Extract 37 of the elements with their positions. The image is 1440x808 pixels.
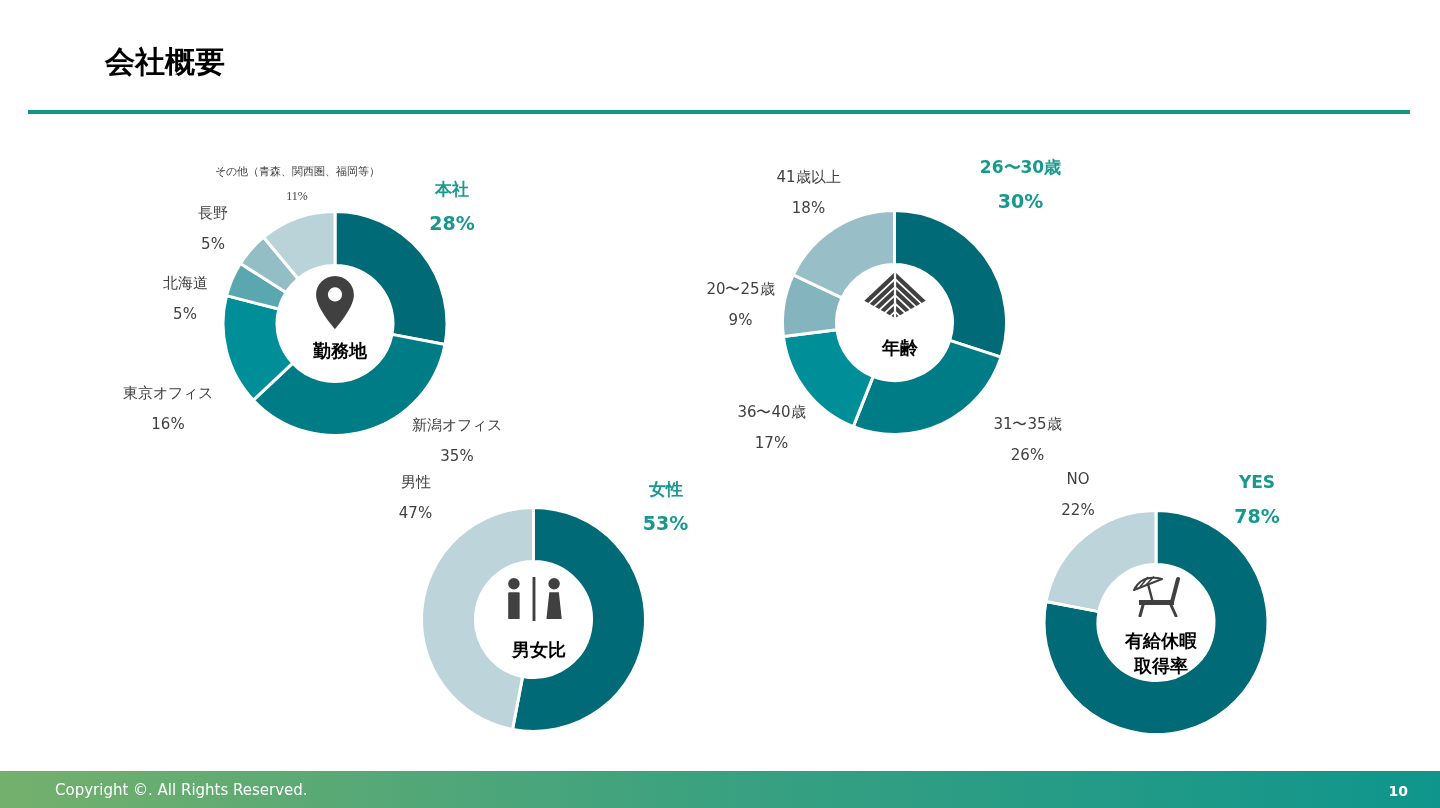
text: 年齢 <box>880 337 919 358</box>
slice-label: 36〜40歳 <box>737 403 806 421</box>
data-label: 28% <box>429 211 475 234</box>
slice-label: 長野 <box>198 204 228 222</box>
slice-label: 20〜25歳 <box>706 280 775 298</box>
data-label: 78% <box>1234 504 1280 527</box>
slice-label: 東京オフィス <box>123 384 213 402</box>
data-label: 26% <box>1010 446 1045 464</box>
text: 10 <box>1388 782 1408 801</box>
slice-label: YES <box>1237 471 1276 492</box>
data-label: 5% <box>173 305 197 323</box>
text: 男女比 <box>510 639 566 660</box>
data-label: 35% <box>440 447 474 465</box>
data-label: 18% <box>791 199 826 217</box>
data-label: 22% <box>1061 501 1095 519</box>
data-label: 11% <box>286 188 308 203</box>
data-label: 47% <box>398 504 433 522</box>
data-label: 53% <box>642 511 689 534</box>
slice-label: 女性 <box>647 478 683 499</box>
text: Copyright ©. All Rights Reserved. <box>55 780 308 800</box>
slice-label: 41歳以上 <box>776 168 841 186</box>
slice-label: 31〜35歳 <box>993 415 1062 433</box>
slice-label: 26〜30歳 <box>979 156 1062 177</box>
slice-label: NO <box>1066 470 1090 488</box>
data-label: 16% <box>151 415 185 433</box>
text: 有給休暇取得率 <box>1124 629 1198 676</box>
data-label: 9% <box>728 311 753 329</box>
slice-label: 新潟オフィス <box>412 416 502 434</box>
text: 会社概要 <box>105 43 225 81</box>
slice-label: 男性 <box>400 473 431 491</box>
data-label: 5% <box>201 235 225 253</box>
data-label: 30% <box>997 189 1044 212</box>
slice-label: 本社 <box>434 178 469 199</box>
text: 勤務地 <box>312 340 368 361</box>
slice-label: 北海道 <box>162 274 208 292</box>
slice-label: その他（青森、関西圏、福岡等） <box>214 165 380 178</box>
data-label: 17% <box>754 434 789 452</box>
